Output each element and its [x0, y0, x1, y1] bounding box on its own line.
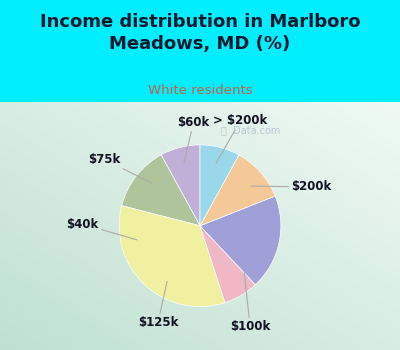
Text: $75k: $75k — [88, 153, 152, 183]
Text: $125k: $125k — [138, 281, 178, 329]
Text: White residents: White residents — [148, 84, 252, 97]
Text: ⓘ  Data.com: ⓘ Data.com — [221, 125, 280, 135]
Wedge shape — [200, 155, 275, 226]
Wedge shape — [161, 145, 200, 226]
Text: $60k: $60k — [178, 116, 210, 163]
Text: $40k: $40k — [67, 218, 137, 240]
Text: Income distribution in Marlboro
Meadows, MD (%): Income distribution in Marlboro Meadows,… — [40, 13, 360, 53]
Text: $100k: $100k — [230, 273, 270, 333]
Wedge shape — [200, 226, 255, 303]
Wedge shape — [200, 196, 281, 285]
Wedge shape — [122, 155, 200, 226]
Text: $200k: $200k — [251, 181, 332, 194]
Wedge shape — [200, 145, 239, 226]
Text: > $200k: > $200k — [213, 114, 268, 163]
Wedge shape — [119, 206, 225, 307]
